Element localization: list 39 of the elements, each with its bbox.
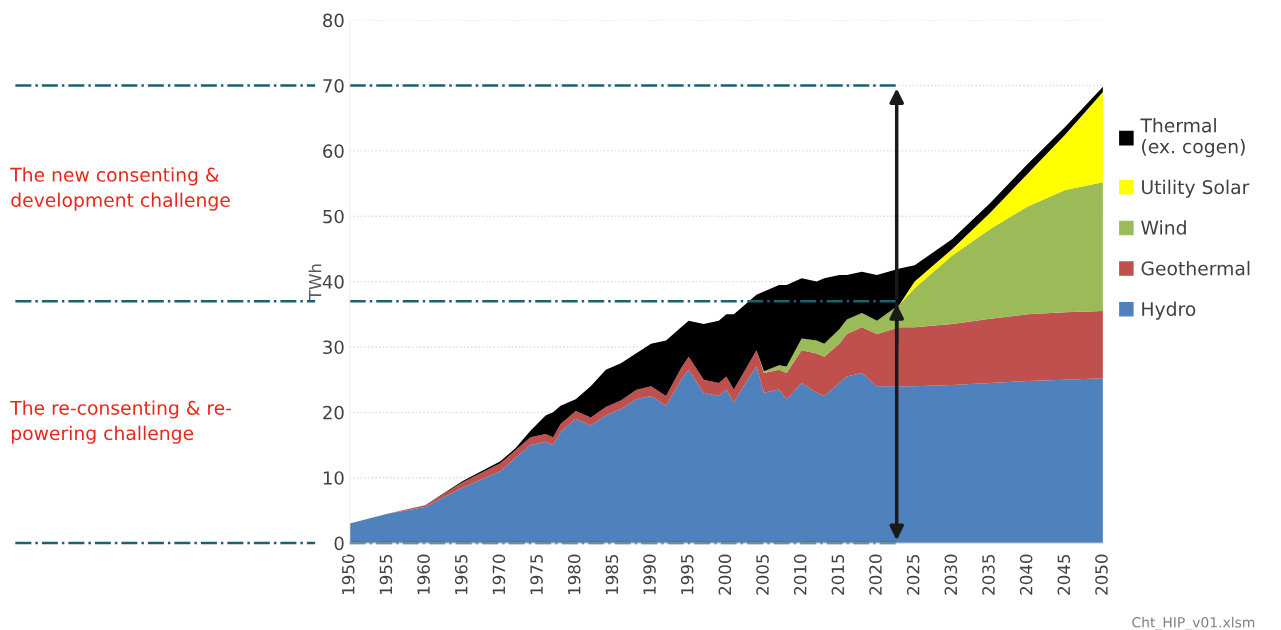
x-tick-label: 1995 [680, 554, 694, 595]
x-tick-label: 1970 [492, 554, 506, 595]
text: The re-consenting & re- powering challenge [10, 400, 232, 444]
y-tick-label: 30 [323, 340, 344, 355]
y-tick-label: 80 [323, 13, 344, 28]
x-tick-label: 1975 [530, 554, 543, 595]
legend-label: Utility Solar [1142, 179, 1250, 198]
x-tick-label: 2010 [793, 554, 807, 595]
x-tick-label: 2000 [718, 554, 732, 595]
x-tick-label: 2040 [1019, 554, 1033, 595]
y-axis-title: TWh [308, 264, 322, 301]
y-tick-label: 70 [323, 78, 344, 93]
x-tick-label: 2045 [1057, 554, 1071, 595]
legend-label: Thermal (ex. cogen) [1140, 118, 1245, 158]
y-tick-label: 10 [323, 471, 344, 485]
x-tick-label: 1990 [643, 554, 656, 595]
y-tick-label: 0 [334, 536, 344, 551]
x-tick-label: 2015 [831, 554, 845, 595]
x-tick-label: 2050 [1095, 554, 1108, 595]
y-tick-label: 40 [322, 275, 344, 289]
y-tick-label: 50 [323, 209, 344, 224]
x-tick-label: 1950 [341, 554, 355, 595]
x-tick-label: 2005 [756, 554, 769, 595]
legend-label: Wind [1141, 220, 1186, 235]
legend-label: Hydro [1142, 301, 1196, 320]
y-tick-label: 20 [323, 405, 344, 420]
text: The new consenting & development challenge [10, 167, 230, 211]
x-tick-label: 1955 [379, 554, 393, 595]
x-tick-label: 2020 [869, 554, 882, 595]
x-tick-label: 1980 [567, 554, 581, 595]
y-tick-label: 60 [323, 144, 344, 158]
x-tick-label: 1965 [454, 554, 468, 595]
x-tick-label: 1985 [605, 554, 619, 595]
x-tick-label: 2025 [906, 554, 920, 595]
legend-label: Geothermal [1141, 260, 1250, 276]
text: Cht_HIP_v01.xlsm [1132, 616, 1255, 630]
x-tick-label: 2035 [982, 554, 995, 595]
x-tick-label: 1960 [417, 554, 430, 595]
x-tick-label: 2030 [944, 554, 958, 595]
